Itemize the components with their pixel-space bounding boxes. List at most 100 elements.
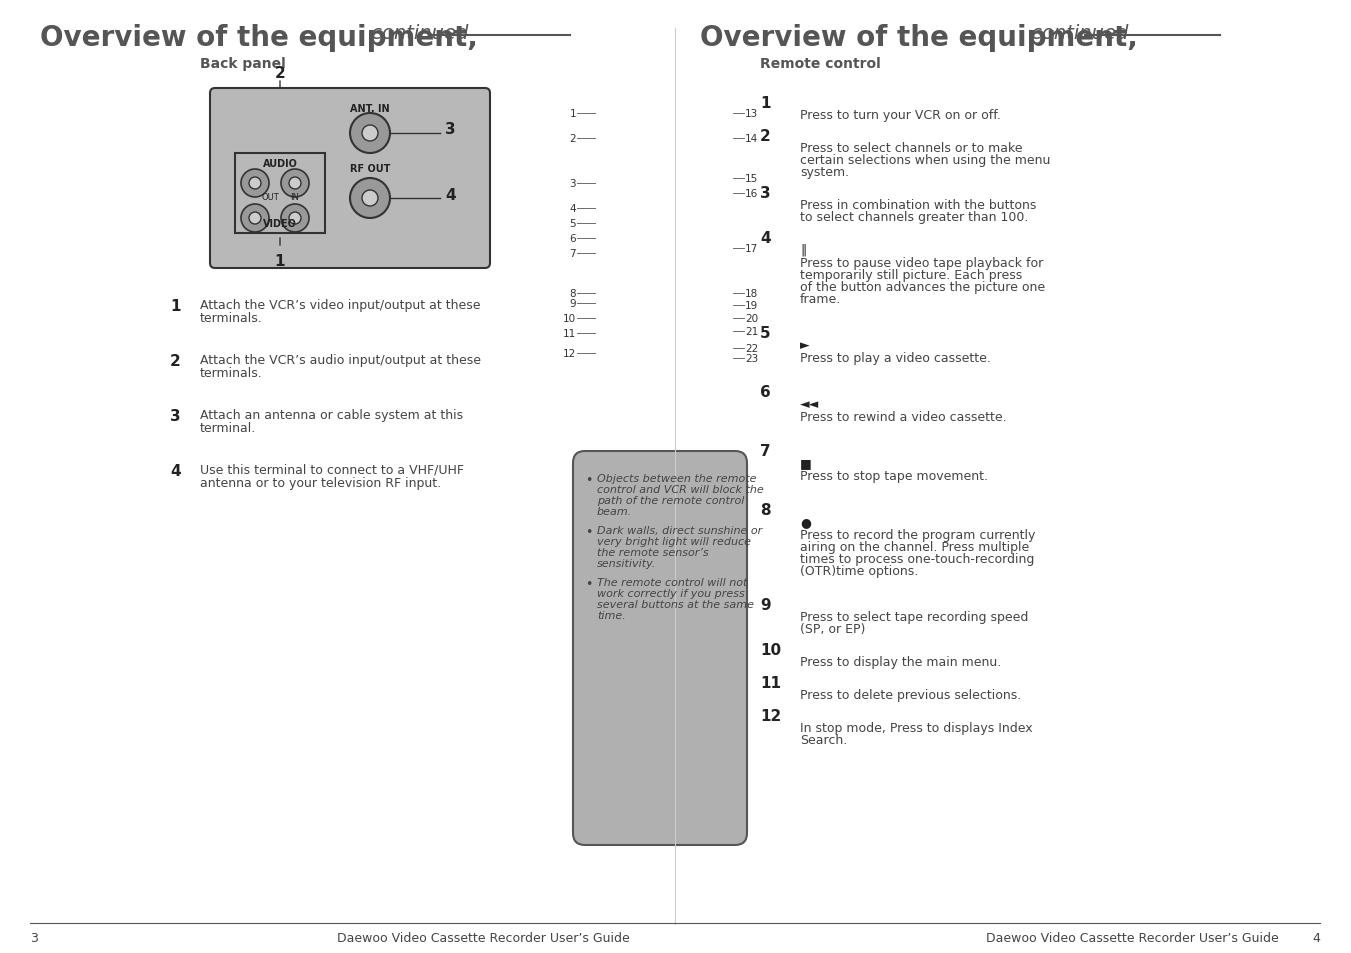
Text: 10: 10 <box>761 642 781 658</box>
Text: In stop mode, Press to displays Index: In stop mode, Press to displays Index <box>800 721 1032 734</box>
Text: 3: 3 <box>30 931 38 944</box>
Text: 16: 16 <box>744 189 758 199</box>
Text: (OTR)time options.: (OTR)time options. <box>800 564 919 578</box>
Text: 11: 11 <box>563 329 576 338</box>
Text: The remote control will not: The remote control will not <box>597 578 747 587</box>
Text: Attach the VCR’s video input/output at these: Attach the VCR’s video input/output at t… <box>200 298 481 312</box>
Text: work correctly if you press: work correctly if you press <box>597 588 744 598</box>
Text: Attach an antenna or cable system at this: Attach an antenna or cable system at thi… <box>200 409 463 421</box>
Text: 6: 6 <box>569 233 576 244</box>
Text: 5: 5 <box>569 219 576 229</box>
Text: control and VCR will block the: control and VCR will block the <box>597 484 763 495</box>
Text: 4: 4 <box>170 463 181 478</box>
Text: 2: 2 <box>761 129 771 144</box>
Text: 2: 2 <box>170 354 181 369</box>
Text: Press to record the program currently: Press to record the program currently <box>800 529 1035 541</box>
Text: 2: 2 <box>274 66 285 81</box>
Text: beam.: beam. <box>597 506 632 517</box>
Circle shape <box>289 178 301 190</box>
Text: Press to select tape recording speed: Press to select tape recording speed <box>800 610 1028 623</box>
Text: the remote sensor’s: the remote sensor’s <box>597 547 709 558</box>
Text: ◄◄: ◄◄ <box>800 397 819 411</box>
Circle shape <box>350 179 390 219</box>
Text: Press to delete previous selections.: Press to delete previous selections. <box>800 688 1021 701</box>
Text: to select channels greater than 100.: to select channels greater than 100. <box>800 211 1028 224</box>
Text: 20: 20 <box>744 314 758 324</box>
Text: 12: 12 <box>761 708 781 723</box>
Text: times to process one-touch-recording: times to process one-touch-recording <box>800 553 1035 565</box>
Text: AUDIO: AUDIO <box>262 159 297 169</box>
Text: Overview of the equipment,: Overview of the equipment, <box>700 24 1138 52</box>
Circle shape <box>249 178 261 190</box>
Text: VIDEO: VIDEO <box>263 219 297 229</box>
Text: continued: continued <box>365 24 469 43</box>
Text: 7: 7 <box>761 443 770 458</box>
Text: 9: 9 <box>761 598 770 613</box>
Text: antenna or to your television RF input.: antenna or to your television RF input. <box>200 476 442 490</box>
Text: 7: 7 <box>569 249 576 258</box>
Text: 23: 23 <box>744 354 758 364</box>
Text: Daewoo Video Cassette Recorder User’s Guide: Daewoo Video Cassette Recorder User’s Gu… <box>336 931 630 944</box>
FancyBboxPatch shape <box>573 452 747 845</box>
Text: 1: 1 <box>274 253 285 269</box>
Text: 8: 8 <box>761 502 770 517</box>
Text: sensitivity.: sensitivity. <box>597 558 657 568</box>
Text: ANT. IN: ANT. IN <box>350 104 390 113</box>
Text: •: • <box>585 578 592 590</box>
Text: temporarily still picture. Each press: temporarily still picture. Each press <box>800 269 1023 282</box>
Text: Search.: Search. <box>800 733 847 746</box>
Bar <box>235 153 326 233</box>
Text: 10: 10 <box>563 314 576 324</box>
Text: Use this terminal to connect to a VHF/UHF: Use this terminal to connect to a VHF/UH… <box>200 463 463 476</box>
Text: 3: 3 <box>569 179 576 189</box>
Text: 3: 3 <box>170 409 181 423</box>
Text: Press to display the main menu.: Press to display the main menu. <box>800 656 1001 668</box>
Circle shape <box>240 170 269 198</box>
Text: continued: continued <box>1025 24 1128 43</box>
Text: Press to turn your VCR on or off.: Press to turn your VCR on or off. <box>800 109 1001 122</box>
Text: 19: 19 <box>744 301 758 311</box>
Text: •: • <box>585 474 592 486</box>
Text: 1: 1 <box>569 109 576 119</box>
Text: terminals.: terminals. <box>200 367 262 379</box>
Text: certain selections when using the menu: certain selections when using the menu <box>800 153 1050 167</box>
Text: system.: system. <box>800 166 850 179</box>
Text: ‖: ‖ <box>800 244 807 256</box>
Text: Attach the VCR’s audio input/output at these: Attach the VCR’s audio input/output at t… <box>200 354 481 367</box>
Text: 4: 4 <box>1312 931 1320 944</box>
Text: Remote control: Remote control <box>761 57 881 71</box>
Text: 4: 4 <box>444 188 455 202</box>
Circle shape <box>281 205 309 233</box>
Text: 22: 22 <box>744 344 758 354</box>
Text: Press to play a video cassette.: Press to play a video cassette. <box>800 352 990 365</box>
Text: Daewoo Video Cassette Recorder User’s Guide: Daewoo Video Cassette Recorder User’s Gu… <box>986 931 1279 944</box>
Circle shape <box>281 170 309 198</box>
Text: 13: 13 <box>744 109 758 119</box>
Text: 5: 5 <box>761 326 770 340</box>
Text: of the button advances the picture one: of the button advances the picture one <box>800 281 1046 294</box>
Text: 8: 8 <box>569 289 576 298</box>
Text: 11: 11 <box>761 676 781 690</box>
Text: 3: 3 <box>761 186 770 201</box>
Circle shape <box>289 213 301 225</box>
Text: time.: time. <box>597 610 626 620</box>
Text: ■: ■ <box>800 456 812 470</box>
Circle shape <box>350 113 390 153</box>
Text: 1: 1 <box>170 298 181 314</box>
Text: 14: 14 <box>744 133 758 144</box>
Text: Press to pause video tape playback for: Press to pause video tape playback for <box>800 256 1043 270</box>
Text: 12: 12 <box>563 349 576 358</box>
Text: Press to stop tape movement.: Press to stop tape movement. <box>800 470 988 482</box>
Text: 17: 17 <box>744 244 758 253</box>
Text: •: • <box>585 525 592 538</box>
Text: several buttons at the same: several buttons at the same <box>597 599 754 609</box>
Text: 4: 4 <box>569 204 576 213</box>
Text: airing on the channel. Press multiple: airing on the channel. Press multiple <box>800 540 1029 554</box>
Circle shape <box>362 191 378 207</box>
Text: ►: ► <box>800 338 809 352</box>
Text: 18: 18 <box>744 289 758 298</box>
Text: very bright light will reduce: very bright light will reduce <box>597 537 751 546</box>
Text: Dark walls, direct sunshine or: Dark walls, direct sunshine or <box>597 525 762 536</box>
Text: IN: IN <box>290 193 300 201</box>
Text: 4: 4 <box>761 231 770 246</box>
